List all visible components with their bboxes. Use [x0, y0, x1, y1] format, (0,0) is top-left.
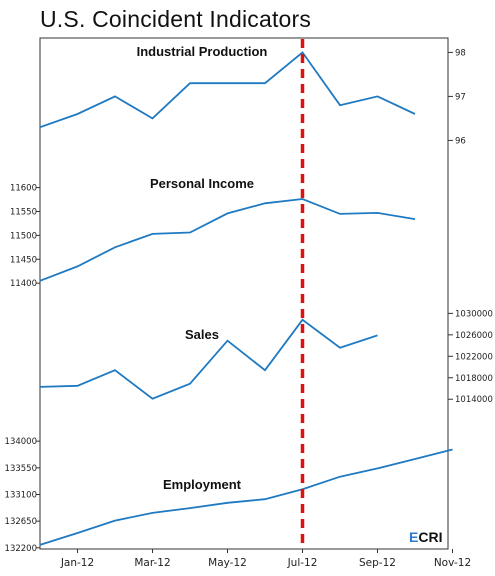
- employment-ytick-label: 133100: [5, 491, 37, 501]
- industrial-production-ytick-label: 98: [455, 48, 466, 58]
- personal-income-ytick-label: 11500: [10, 231, 37, 241]
- industrial-production-ytick-label: 96: [455, 136, 466, 146]
- personal-income-ytick-label: 11600: [10, 184, 37, 194]
- sales-ytick-label: 1022000: [455, 352, 493, 362]
- plot-frame: [39, 37, 449, 550]
- panels-group: Industrial Production 96 97 98 Personal Inco…: [5, 44, 493, 554]
- employment-ytick-label: 133550: [5, 464, 37, 474]
- personal-income-series-line: [39, 198, 416, 282]
- x-tick-label: Nov-12: [434, 557, 471, 569]
- employment-ytick-label: 132200: [5, 544, 37, 554]
- industrial-production-ytick-label: 97: [455, 92, 466, 102]
- personal-income-ytick-label: 11450: [10, 255, 37, 265]
- personal-income-ytick-label: 11550: [10, 207, 37, 217]
- x-tick-label: Sep-12: [359, 557, 396, 569]
- logo-letter-e: E: [409, 529, 418, 545]
- ecri-logo: ECRI: [409, 529, 442, 545]
- logo-letter-r: R: [428, 529, 438, 545]
- x-tick-label: May-12: [208, 557, 247, 569]
- employment-label: Employment: [163, 477, 242, 492]
- logo-letter-i: I: [439, 529, 443, 545]
- sales-series-line: [39, 318, 378, 400]
- sales-ytick-label: 1030000: [455, 309, 493, 319]
- x-tick-label: Jul-12: [287, 557, 318, 569]
- sales-label: Sales: [185, 327, 219, 342]
- sales-ytick-label: 1014000: [455, 395, 493, 405]
- logo-letter-c: C: [418, 529, 428, 545]
- employment-ytick-label: 132650: [5, 517, 37, 527]
- employment-series-line: [39, 448, 453, 546]
- employment-ytick-label: 134000: [5, 437, 37, 447]
- industrial-production-label: Industrial Production: [137, 44, 268, 59]
- chart-title: U.S. Coincident Indicators: [40, 6, 312, 32]
- sales-ytick-label: 1026000: [455, 331, 493, 341]
- x-axis: Jan-12 Mar-12 May-12 Jul-12 Sep-12 Nov-12: [60, 39, 471, 569]
- industrial-production-series-line: [39, 51, 416, 129]
- sales-ytick-label: 1018000: [455, 374, 493, 384]
- personal-income-label: Personal Income: [150, 176, 254, 191]
- ecri-logo-text: ECRI: [409, 529, 442, 545]
- x-tick-label: Jan-12: [60, 557, 94, 569]
- personal-income-ytick-label: 11400: [10, 279, 37, 289]
- x-tick-label: Mar-12: [134, 557, 170, 569]
